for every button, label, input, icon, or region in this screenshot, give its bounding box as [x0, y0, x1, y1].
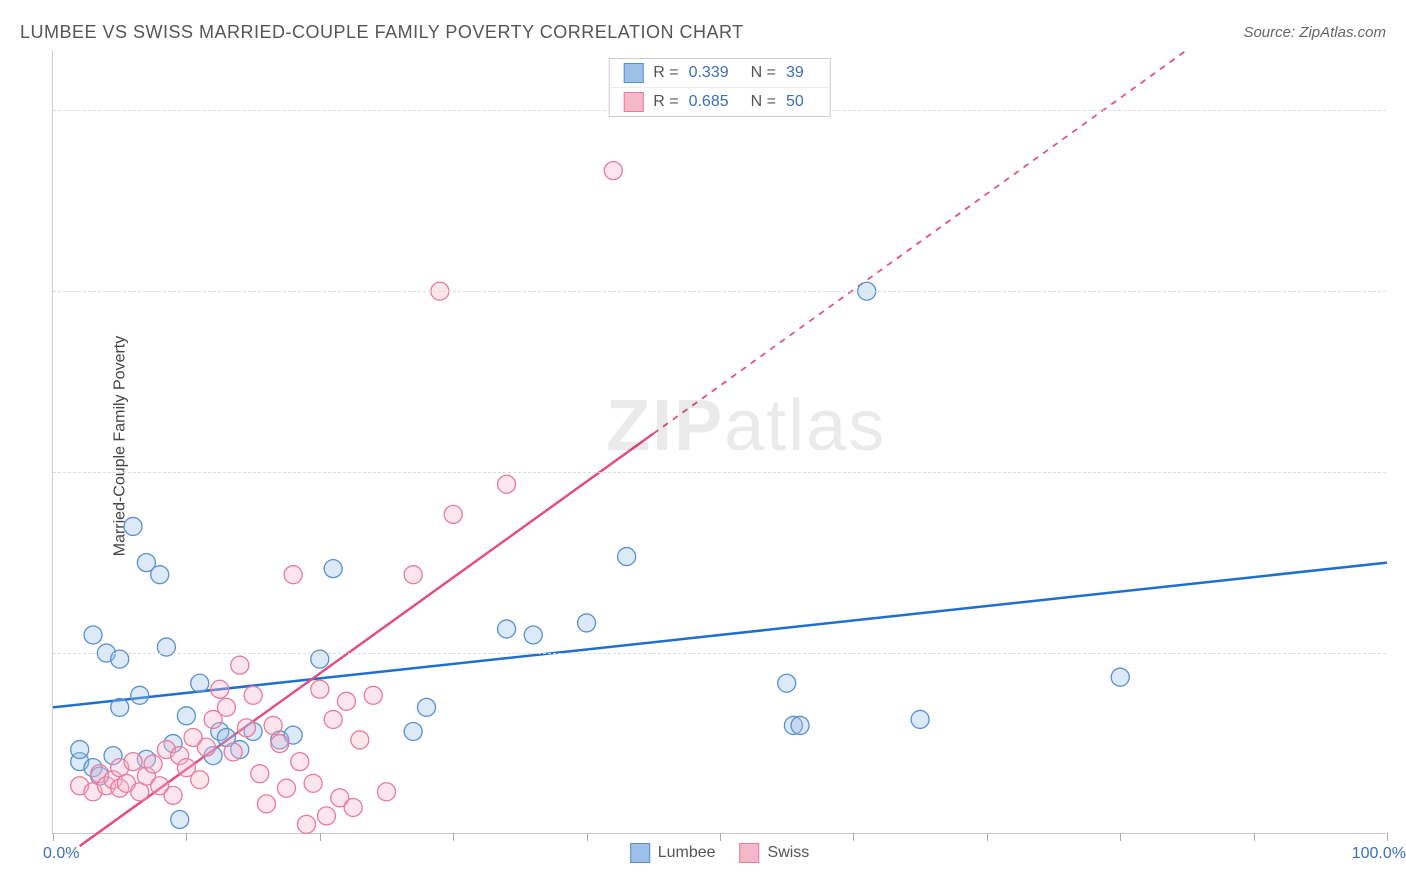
chart-header: LUMBEE VS SWISS MARRIED-COUPLE FAMILY PO… — [20, 18, 1386, 46]
n-label: N = — [751, 93, 776, 111]
x-tick — [53, 833, 54, 841]
swatch-swiss-icon — [740, 843, 760, 863]
series-legend: Lumbee Swiss — [630, 843, 810, 863]
swatch-lumbee-icon — [630, 843, 650, 863]
stats-row-swiss: R = 0.685 N = 50 — [609, 88, 830, 116]
x-tick — [587, 833, 588, 841]
swatch-swiss-icon — [623, 92, 643, 112]
x-tick — [320, 833, 321, 841]
stats-legend: R = 0.339 N = 39 R = 0.685 N = 50 — [608, 58, 831, 117]
legend-label-lumbee: Lumbee — [658, 844, 716, 862]
legend-item-swiss: Swiss — [740, 843, 810, 863]
r-label: R = — [653, 64, 678, 82]
n-value-swiss: 50 — [786, 93, 804, 111]
stats-row-lumbee: R = 0.339 N = 39 — [609, 59, 830, 88]
chart-title: LUMBEE VS SWISS MARRIED-COUPLE FAMILY PO… — [20, 22, 744, 43]
x-tick — [720, 833, 721, 841]
x-tick — [453, 833, 454, 841]
r-value-lumbee: 0.339 — [689, 64, 729, 82]
legend-label-swiss: Swiss — [768, 844, 810, 862]
gridline — [53, 472, 1386, 473]
x-tick — [987, 833, 988, 841]
legend-item-lumbee: Lumbee — [630, 843, 716, 863]
gridline — [53, 291, 1386, 292]
r-value-swiss: 0.685 — [689, 93, 729, 111]
x-min-label: 0.0% — [43, 845, 79, 863]
chart-source: Source: ZipAtlas.com — [1243, 24, 1386, 41]
r-label: R = — [653, 93, 678, 111]
x-tick — [853, 833, 854, 841]
x-tick — [1254, 833, 1255, 841]
n-value-lumbee: 39 — [786, 64, 804, 82]
n-label: N = — [751, 64, 776, 82]
x-tick — [186, 833, 187, 841]
x-max-label: 100.0% — [1352, 845, 1406, 863]
scatter-svg — [53, 50, 1386, 833]
gridline — [53, 653, 1386, 654]
plot-area: R = 0.339 N = 39 R = 0.685 N = 50 ZIPatl… — [52, 50, 1386, 834]
swatch-lumbee-icon — [623, 63, 643, 83]
x-tick — [1120, 833, 1121, 841]
x-tick — [1387, 833, 1388, 841]
